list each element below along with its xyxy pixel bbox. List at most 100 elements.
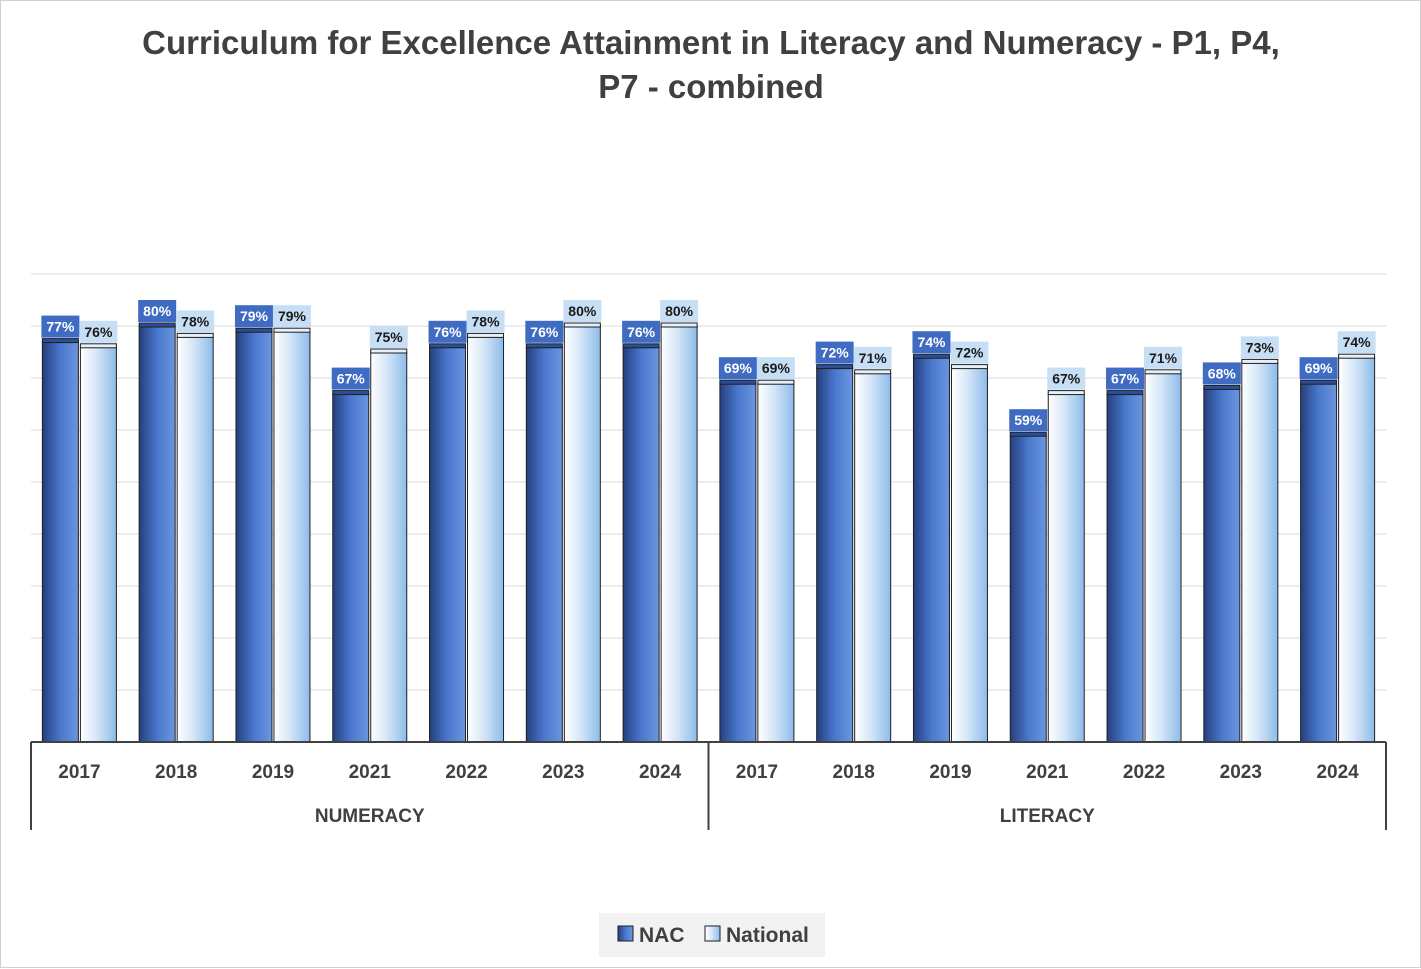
data-label-national: 73% xyxy=(1246,339,1275,355)
bar-nac: 72% xyxy=(815,341,854,743)
x-tick-label: 2024 xyxy=(1316,762,1359,783)
bar-top-cap xyxy=(1338,353,1376,359)
data-label-national: 72% xyxy=(955,345,984,361)
data-label-national-box xyxy=(176,310,215,333)
x-tick-label: 2017 xyxy=(736,762,778,783)
x-tick-label: 2023 xyxy=(542,762,584,783)
bar-national: 71% xyxy=(853,346,892,743)
data-label-national-box xyxy=(756,357,795,380)
bar-national: 78% xyxy=(466,310,505,743)
bar-nac-body xyxy=(1300,382,1338,743)
data-label-nac: 67% xyxy=(1111,371,1140,387)
bar-nac: 59% xyxy=(1009,409,1048,743)
bar-top-cap xyxy=(1300,379,1338,385)
data-label-nac: 74% xyxy=(917,334,946,350)
bar-national: 76% xyxy=(79,320,118,743)
data-label-national: 67% xyxy=(1052,371,1081,387)
data-label-nac-box xyxy=(622,320,661,343)
bar-nac: 67% xyxy=(1106,367,1145,743)
bar-top-cap xyxy=(79,343,117,349)
bar-top-cap xyxy=(138,322,176,328)
bar-national-body xyxy=(79,346,117,743)
data-label-nac: 76% xyxy=(434,324,463,340)
chart-title-line-1: Curriculum for Excellence Attainment in … xyxy=(142,24,1280,61)
data-label-nac: 76% xyxy=(530,324,559,340)
data-label-national-box xyxy=(1337,331,1376,354)
data-label-national: 76% xyxy=(84,324,113,340)
bar-national-body xyxy=(660,325,698,743)
data-label-national: 75% xyxy=(375,329,404,345)
chart-title-line-2: P7 - combined xyxy=(598,68,824,105)
x-tick-label: 2018 xyxy=(833,762,875,783)
bar-national-body xyxy=(273,330,311,743)
data-label-national-box xyxy=(660,300,699,322)
bar-nac-body xyxy=(429,346,467,743)
data-label-nac-box xyxy=(41,315,80,338)
legend-label-national: National xyxy=(726,924,809,947)
x-tick-label: 2022 xyxy=(445,762,487,783)
data-label-nac: 67% xyxy=(337,371,366,387)
data-label-nac-box xyxy=(1106,367,1145,390)
bar-nac-body xyxy=(332,393,370,743)
bar-nac-body xyxy=(1203,387,1241,743)
chart-title: Curriculum for Excellence Attainment in … xyxy=(142,24,1280,105)
bar-national: 80% xyxy=(660,300,699,743)
bar-national-body xyxy=(757,382,795,743)
bar-national-body xyxy=(1047,393,1085,743)
bar-national-body xyxy=(1241,361,1279,743)
bar-top-cap xyxy=(757,379,795,385)
data-label-national: 69% xyxy=(762,360,791,376)
x-tick-label: 2021 xyxy=(1026,762,1069,783)
bar-national: 69% xyxy=(756,357,795,743)
x-tick-label: 2018 xyxy=(155,762,197,783)
bar-top-cap xyxy=(1144,369,1182,375)
data-label-nac-box xyxy=(1009,409,1048,432)
bars: 77% 80% 79% 67% 76% 76% 76% 69% 72% 74% 59% 67% 68% 6… xyxy=(41,300,1376,743)
bar-national-body xyxy=(176,335,214,743)
data-label-nac-box xyxy=(718,357,757,380)
group-label: NUMERACY xyxy=(315,806,425,827)
bar-national: 75% xyxy=(369,326,408,743)
data-label-nac: 80% xyxy=(143,303,172,319)
data-label-national: 71% xyxy=(859,350,888,366)
data-label-national-box xyxy=(79,320,118,343)
bar-top-cap xyxy=(273,327,311,333)
data-label-national: 79% xyxy=(278,308,307,324)
bar-national-body xyxy=(467,335,505,743)
bar-nac: 79% xyxy=(234,305,273,743)
bar-national: 72% xyxy=(950,341,989,743)
data-label-national-box xyxy=(1144,346,1183,369)
data-label-nac-box xyxy=(912,331,951,354)
bar-top-cap xyxy=(525,343,563,349)
data-label-national-box xyxy=(272,305,311,328)
legend-swatch-national xyxy=(704,925,721,942)
bar-national: 67% xyxy=(1047,367,1086,743)
bar-top-cap xyxy=(854,369,892,375)
data-label-national-box xyxy=(950,341,989,364)
x-tick-label: 2017 xyxy=(58,762,100,783)
bar-nac: 76% xyxy=(428,320,467,743)
bar-top-cap xyxy=(1009,431,1047,437)
bar-national-body xyxy=(563,325,601,743)
data-label-nac-box xyxy=(331,367,370,390)
bar-national-body xyxy=(854,372,892,743)
data-label-national: 80% xyxy=(665,303,694,319)
bar-nac-body xyxy=(816,367,854,743)
bar-nac: 76% xyxy=(622,320,661,743)
x-tick-label: 2022 xyxy=(1123,762,1165,783)
x-tick-label: 2024 xyxy=(639,762,682,783)
bar-top-cap xyxy=(176,332,214,338)
data-label-nac-box xyxy=(1202,362,1241,385)
data-label-nac-box xyxy=(525,320,564,343)
bar-top-cap xyxy=(912,353,950,359)
data-label-nac: 69% xyxy=(724,360,753,376)
bar-top-cap xyxy=(1241,358,1279,364)
bar-top-cap xyxy=(467,332,505,338)
x-tick-label: 2019 xyxy=(252,762,294,783)
bar-top-cap xyxy=(719,379,757,385)
data-label-national-box xyxy=(466,310,505,333)
bar-national: 71% xyxy=(1144,346,1183,743)
bar-nac: 77% xyxy=(41,315,80,743)
bar-nac: 74% xyxy=(912,331,951,743)
